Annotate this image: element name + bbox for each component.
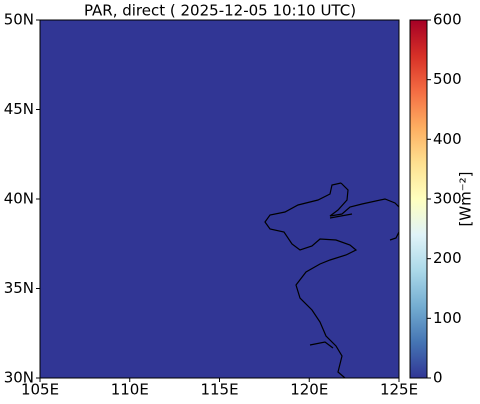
x-tick-label: 120E (290, 381, 328, 399)
colorbar-tick-label: 100 (433, 309, 462, 327)
colorbar-tick-label: 400 (433, 130, 462, 148)
y-tick-label: 40N (4, 190, 34, 208)
coastline (264, 182, 399, 378)
colorbar-tick-label: 500 (433, 70, 462, 88)
colorbar-label: [Wm⁻²] (457, 171, 475, 226)
x-tick-label: 115E (200, 381, 238, 399)
x-tick-label: 110E (111, 381, 149, 399)
chart-title: PAR, direct ( 2025-12-05 10:10 UTC) (84, 2, 356, 20)
x-tick-label: 105E (21, 381, 59, 399)
colorbar (409, 19, 428, 379)
y-tick-label: 50N (4, 11, 34, 29)
colorbar-tick-label: 600 (433, 11, 462, 29)
y-tick-label: 45N (4, 100, 34, 118)
colorbar-tick-label: 300 (433, 190, 462, 208)
colorbar-tick-label: 200 (433, 249, 462, 267)
x-tick-label: 125E (380, 381, 418, 399)
colorbar-tick-label: 0 (433, 369, 443, 387)
y-tick-label: 35N (4, 279, 34, 297)
map-area (40, 20, 399, 378)
y-tick-label: 30N (4, 369, 34, 387)
field (40, 20, 399, 378)
